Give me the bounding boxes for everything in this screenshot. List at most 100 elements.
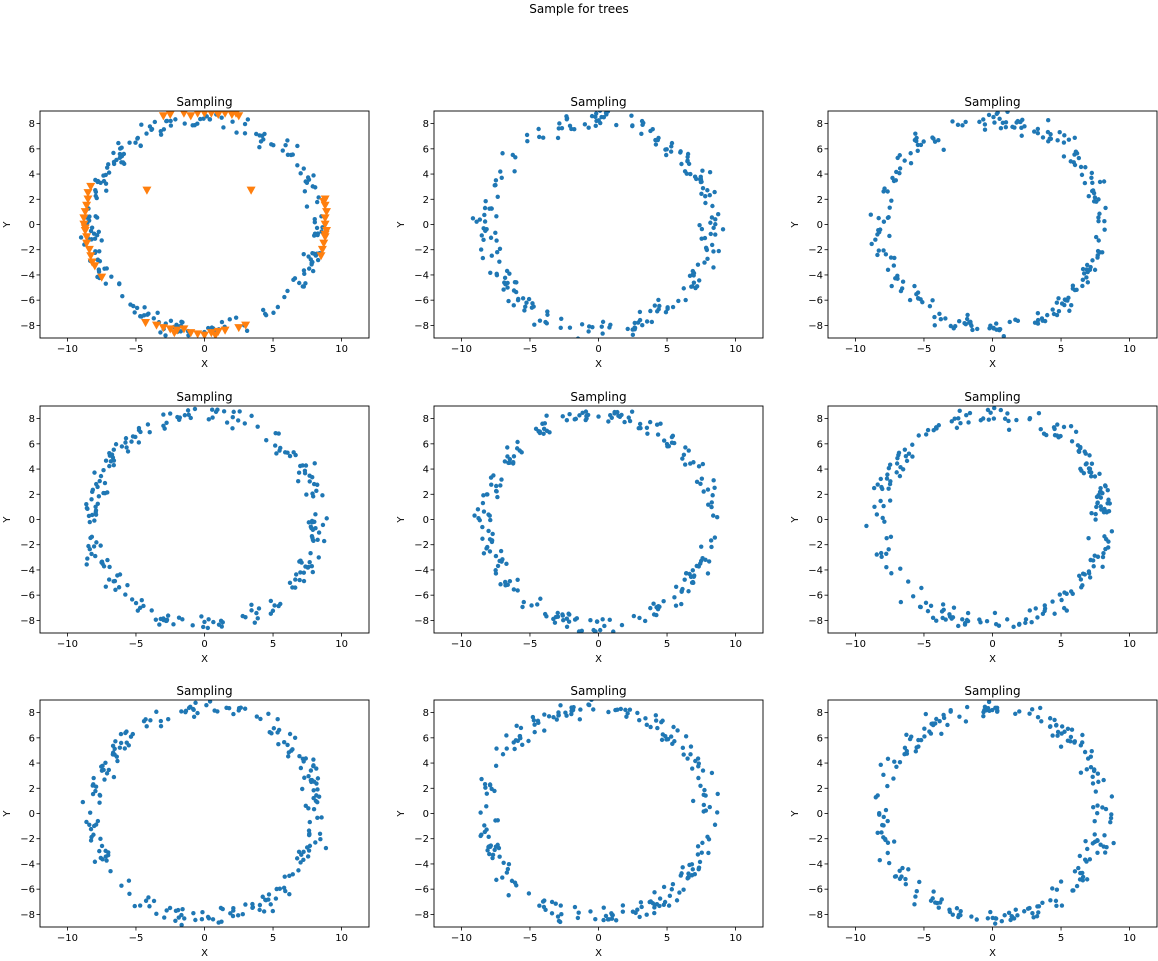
data-point [1074, 883, 1080, 889]
data-point [564, 114, 569, 119]
y-tick-label: 2 [29, 490, 35, 501]
data-point [588, 618, 593, 623]
data-point [204, 702, 209, 708]
data-point [1034, 914, 1040, 919]
data-point [710, 493, 715, 498]
data-point [298, 171, 303, 176]
data-point [1031, 915, 1036, 920]
data-point [259, 133, 265, 139]
data-point [168, 318, 174, 324]
sample-point-marker [83, 189, 93, 198]
sample-point-marker [80, 208, 90, 217]
data-point [912, 902, 917, 907]
data-point [106, 170, 112, 175]
data-point [1105, 487, 1110, 493]
data-point [308, 551, 313, 556]
x-tick-label: 0 [595, 639, 601, 650]
data-point [245, 117, 251, 122]
y-tick-label: 8 [423, 708, 429, 719]
data-point [119, 145, 124, 150]
x-tick-label: 0 [595, 933, 601, 944]
y-tick-label: −8 [20, 910, 35, 921]
y-tick-label: −2 [20, 540, 35, 551]
y-axis-label: Y [790, 516, 801, 524]
data-point [1062, 133, 1067, 138]
data-point [1015, 913, 1020, 918]
data-point [285, 288, 290, 294]
data-point [113, 587, 118, 593]
data-point [477, 518, 482, 523]
data-point [558, 325, 563, 330]
data-point [998, 126, 1004, 131]
x-axis-label: X [595, 654, 602, 665]
y-tick-label: 0 [423, 220, 429, 231]
data-point [957, 714, 962, 719]
data-point [893, 178, 899, 183]
data-point [1078, 444, 1083, 450]
data-point [1002, 416, 1008, 421]
data-point [94, 195, 99, 201]
data-point [1093, 517, 1098, 522]
data-point [506, 862, 512, 867]
data-point [93, 784, 99, 789]
data-point [930, 298, 935, 303]
data-point [889, 571, 894, 576]
data-point [1100, 554, 1106, 560]
data-point [116, 140, 121, 146]
data-point [275, 304, 281, 310]
data-point [127, 140, 132, 145]
data-point [545, 309, 550, 314]
data-point [670, 304, 676, 310]
data-point [180, 320, 185, 325]
data-point [603, 913, 609, 919]
y-tick-label: −8 [808, 616, 823, 627]
y-tick-label: −4 [808, 565, 823, 576]
data-point [87, 519, 92, 525]
data-point [275, 717, 280, 722]
data-point [1067, 308, 1072, 313]
subplot-title: Sampling [176, 95, 232, 109]
x-tick-label: −10 [451, 933, 472, 944]
data-point [316, 530, 322, 535]
data-point [544, 413, 549, 418]
data-point [635, 320, 641, 325]
data-point [532, 322, 537, 327]
data-point [314, 199, 320, 205]
data-point [191, 707, 196, 713]
y-tick-label: 2 [423, 195, 429, 206]
data-point [311, 481, 317, 487]
data-point [123, 730, 128, 736]
data-point [705, 256, 710, 262]
data-point [285, 138, 290, 143]
data-point [180, 617, 185, 622]
data-point [591, 627, 596, 633]
y-tick-label: 2 [423, 490, 429, 501]
data-point [883, 252, 889, 257]
data-point [164, 118, 169, 124]
data-point [542, 712, 547, 717]
data-point [900, 279, 906, 284]
data-point [276, 431, 281, 436]
data-point [665, 305, 670, 310]
x-axis-label: X [201, 948, 208, 959]
data-point [500, 875, 505, 880]
data-point [285, 742, 290, 748]
data-point [526, 891, 532, 896]
data-point [305, 854, 311, 859]
data-point [907, 736, 913, 742]
data-point [240, 613, 245, 619]
data-point [655, 137, 660, 143]
data-point [545, 312, 550, 317]
data-point [520, 742, 525, 748]
data-point [489, 786, 494, 792]
data-point [1058, 744, 1064, 749]
data-point [695, 844, 701, 849]
data-point [320, 522, 326, 528]
data-point [515, 577, 520, 582]
data-point [90, 791, 96, 797]
y-tick-label: 4 [29, 759, 35, 770]
data-point [1093, 789, 1098, 794]
data-point [108, 869, 113, 874]
data-point [885, 783, 890, 789]
sample-point-marker [220, 326, 230, 335]
